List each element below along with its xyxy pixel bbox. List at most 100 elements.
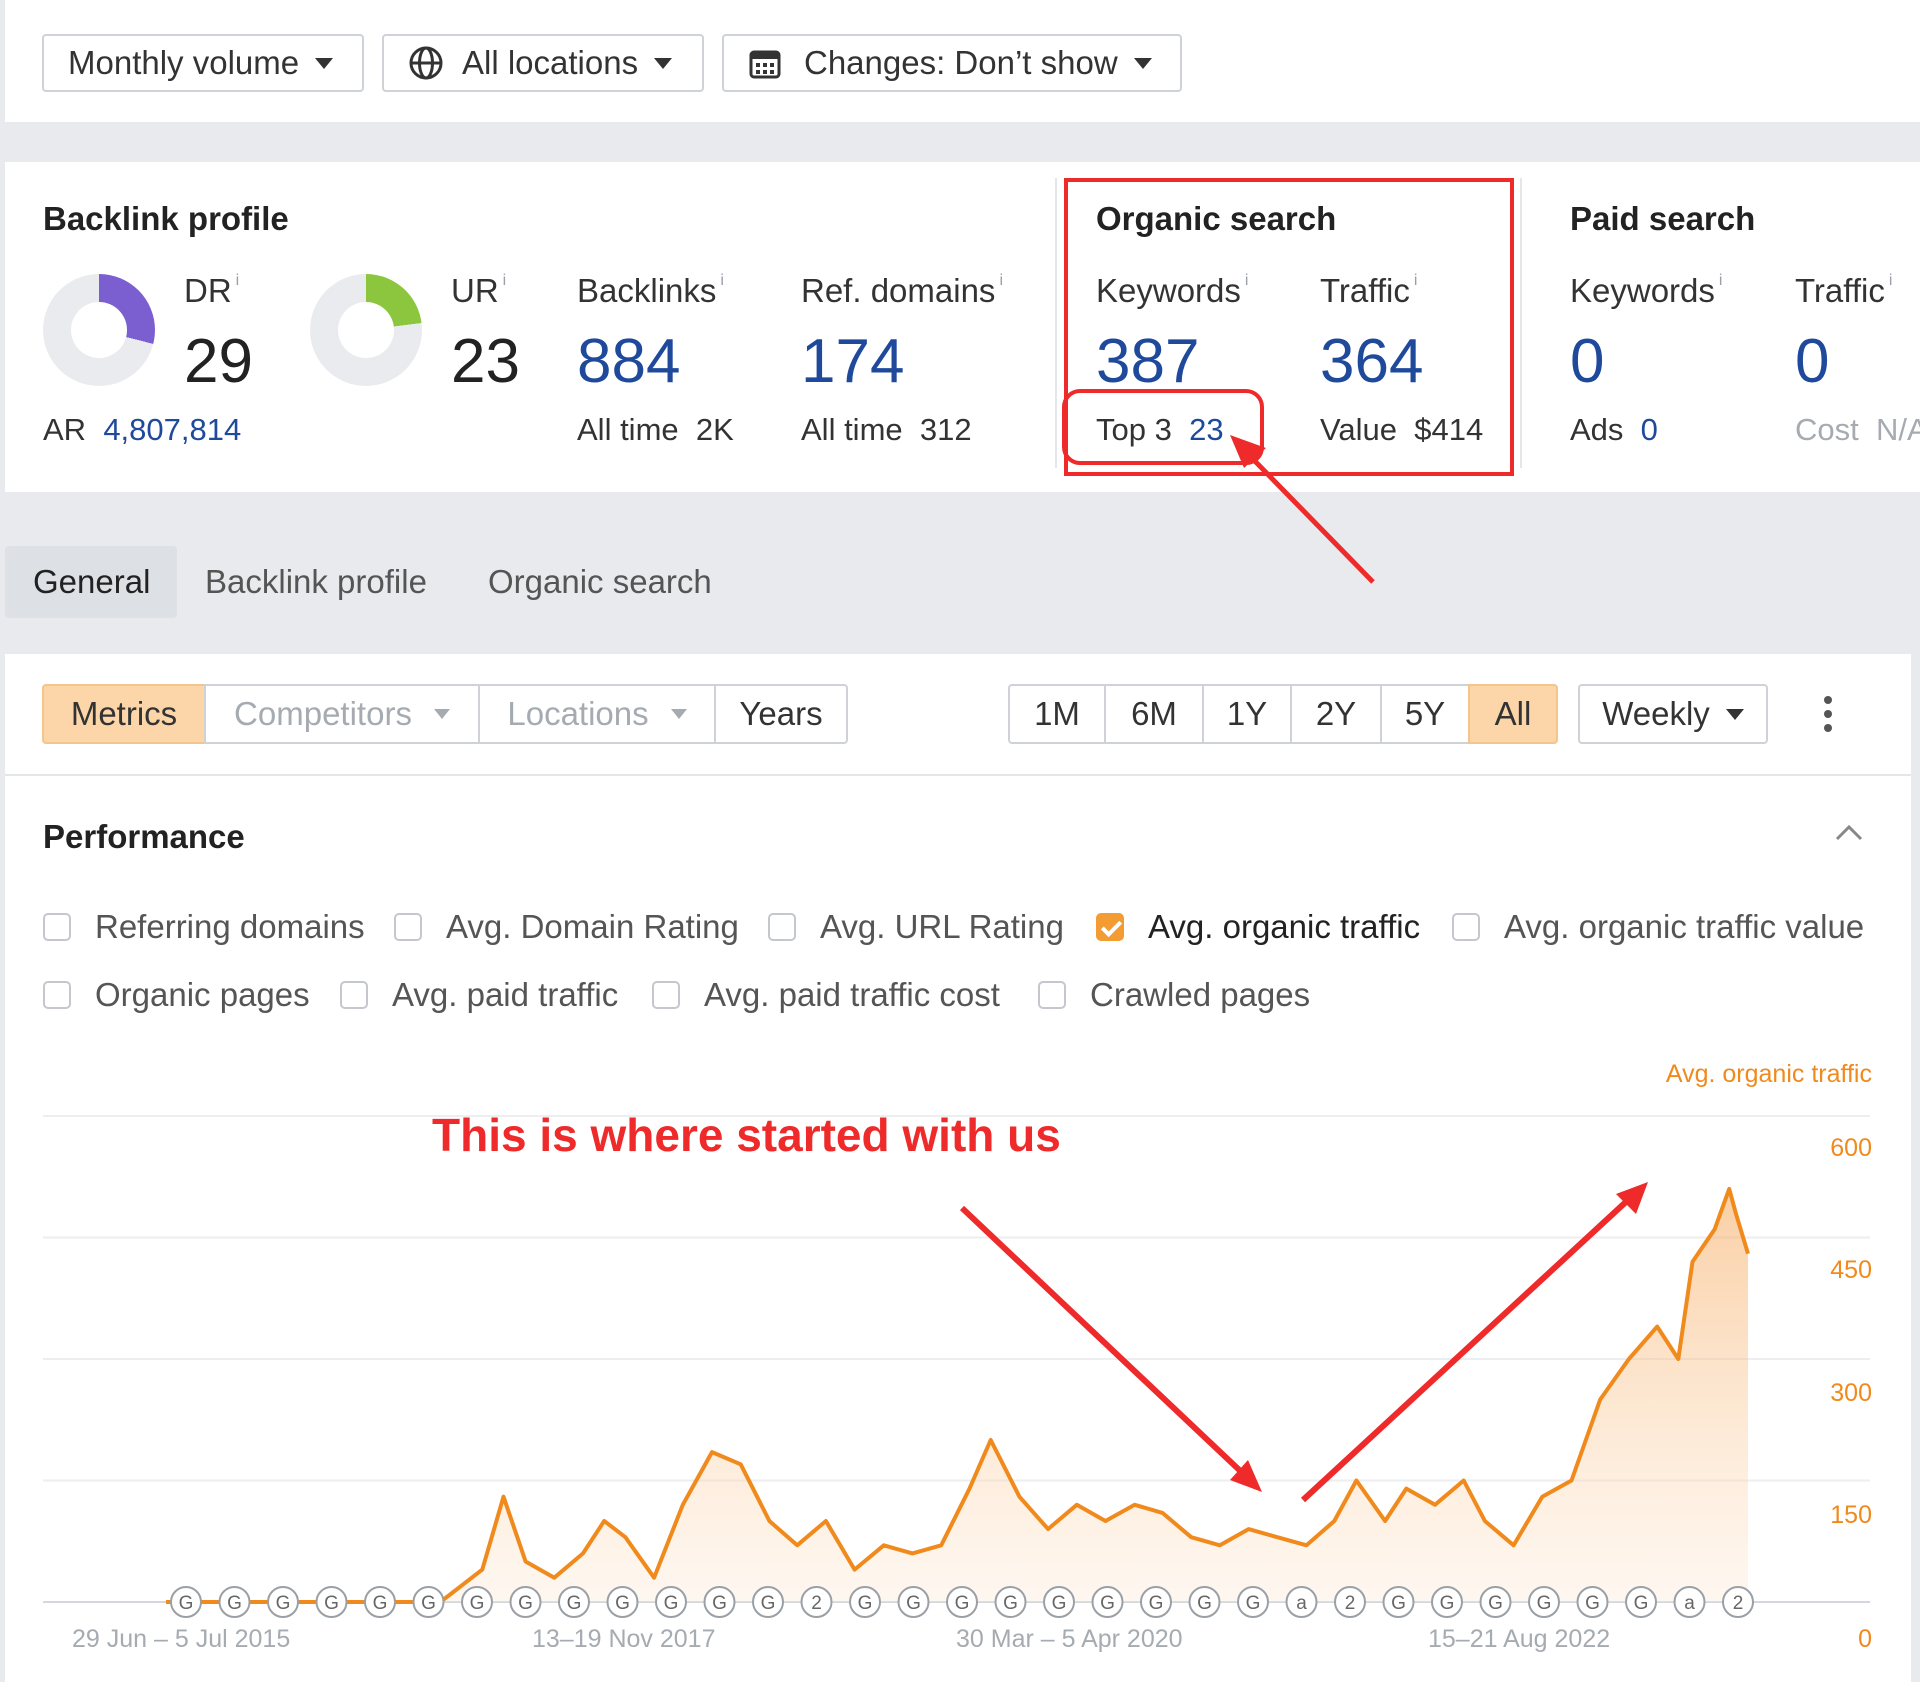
svg-text:G: G	[276, 1593, 291, 1614]
checkbox[interactable]	[394, 913, 422, 941]
google-update-marker[interactable]: G	[558, 1586, 590, 1618]
tab-organic-search[interactable]: Organic search	[488, 563, 712, 600]
organic-traffic-value[interactable]: 364	[1320, 327, 1424, 396]
google-update-marker[interactable]: G	[1188, 1586, 1221, 1618]
google-update-marker[interactable]: G	[170, 1586, 202, 1618]
svg-text:G: G	[373, 1593, 388, 1614]
refdomains-alltime: All time 312	[801, 412, 972, 447]
backlinks-value[interactable]: 884	[577, 327, 681, 396]
years-button[interactable]: Years	[714, 684, 848, 744]
chevron-down-icon	[1133, 57, 1152, 69]
svg-text:G: G	[1488, 1593, 1503, 1614]
checkbox-referring-domains[interactable]: Referring domains	[43, 908, 365, 946]
google-update-marker[interactable]: G	[946, 1586, 978, 1618]
checkbox[interactable]	[1452, 913, 1480, 941]
google-update-marker[interactable]: G	[1576, 1586, 1609, 1618]
refdomains-label: Ref. domains i	[801, 272, 1003, 309]
google-update-marker[interactable]: G	[509, 1586, 542, 1618]
range-6m-button[interactable]: 6M	[1104, 684, 1204, 744]
interval-dropdown[interactable]: Weekly	[1578, 684, 1768, 744]
google-update-marker[interactable]: G	[1528, 1586, 1560, 1618]
refdomains-value[interactable]: 174	[801, 327, 905, 396]
range-2y-button[interactable]: 2Y	[1290, 684, 1382, 744]
range-5y-button[interactable]: 5Y	[1380, 684, 1470, 744]
google-update-marker[interactable]: G	[1140, 1586, 1172, 1618]
svg-text:G: G	[1391, 1593, 1406, 1614]
checkbox[interactable]	[1038, 981, 1066, 1009]
tab-backlink-profile[interactable]: Backlink profile	[205, 563, 427, 600]
more-options-icon[interactable]	[1818, 694, 1838, 734]
checkbox-avg-domain-rating[interactable]: Avg. Domain Rating	[394, 908, 739, 946]
top3-link[interactable]: 23	[1189, 412, 1224, 447]
google-update-marker[interactable]: G	[1382, 1586, 1415, 1618]
google-update-marker[interactable]: G	[994, 1586, 1027, 1618]
google-update-marker[interactable]: G	[703, 1586, 736, 1618]
google-update-marker[interactable]: a	[1285, 1586, 1318, 1618]
checkbox[interactable]	[768, 913, 796, 941]
tab-general[interactable]: General	[5, 546, 177, 618]
chevron-down-icon	[654, 57, 673, 69]
google-update-marker[interactable]: G	[461, 1586, 493, 1618]
google-update-marker[interactable]: 2	[800, 1586, 833, 1618]
google-update-marker[interactable]: 2	[1722, 1586, 1754, 1618]
google-update-marker[interactable]: G	[364, 1586, 396, 1618]
checkbox[interactable]	[43, 913, 71, 941]
backlinks-alltime: All time 2K	[577, 412, 734, 447]
svg-text:G: G	[1197, 1593, 1212, 1614]
google-update-marker[interactable]: a	[1673, 1586, 1706, 1618]
x-tick-label: 29 Jun – 5 Jul 2015	[72, 1625, 291, 1653]
svg-text:2: 2	[1345, 1593, 1356, 1614]
paid-keywords-value[interactable]: 0	[1570, 327, 1605, 396]
paid-traffic-value[interactable]: 0	[1795, 327, 1830, 396]
annotation-arrow	[1230, 435, 1375, 584]
google-update-marker[interactable]: G	[1625, 1586, 1657, 1618]
locations-dropdown[interactable]: All locations	[382, 34, 704, 92]
google-update-marker[interactable]: G	[267, 1586, 299, 1618]
checkbox-organic-pages[interactable]: Organic pages	[43, 976, 310, 1014]
google-update-marker[interactable]: G	[1237, 1586, 1269, 1618]
checkbox-avg-organic-traffic-value[interactable]: Avg. organic traffic value	[1452, 908, 1864, 946]
range-1y-button[interactable]: 1Y	[1202, 684, 1292, 744]
google-update-marker[interactable]: G	[897, 1586, 930, 1618]
checkbox-crawled-pages[interactable]: Crawled pages	[1038, 976, 1310, 1014]
locations-toolbar-dropdown[interactable]: Locations	[478, 684, 716, 744]
google-update-marker[interactable]: G	[1043, 1586, 1075, 1618]
google-update-marker[interactable]: G	[1479, 1586, 1512, 1618]
chevron-down-icon	[1725, 708, 1744, 720]
google-update-marker[interactable]: G	[1431, 1586, 1463, 1618]
metrics-button[interactable]: Metrics	[42, 684, 206, 744]
changes-dropdown[interactable]: Changes: Don’t show	[722, 34, 1182, 92]
range-1m-button[interactable]: 1M	[1008, 684, 1106, 744]
svg-text:G: G	[1052, 1593, 1067, 1614]
checkbox-avg-organic-traffic[interactable]: Avg. organic traffic	[1096, 908, 1420, 946]
arrow-up	[1300, 1197, 1631, 1503]
checkbox[interactable]	[340, 981, 368, 1009]
checkbox-avg-paid-traffic[interactable]: Avg. paid traffic	[340, 976, 618, 1014]
checkbox[interactable]	[43, 981, 71, 1009]
dr-label: DR i	[184, 272, 240, 309]
google-update-marker[interactable]: G	[606, 1586, 639, 1618]
volume-dropdown[interactable]: Monthly volume	[42, 34, 364, 92]
ar-link[interactable]: 4,807,814	[103, 412, 242, 447]
google-update-marker[interactable]: G	[412, 1586, 445, 1618]
svg-text:G: G	[712, 1593, 727, 1614]
svg-text:G: G	[1585, 1593, 1600, 1614]
chevron-up-icon[interactable]	[1834, 822, 1864, 842]
y-tick-label: 0	[1858, 1625, 1872, 1653]
checkbox-avg-url-rating[interactable]: Avg. URL Rating	[768, 908, 1064, 946]
checkbox-checked[interactable]	[1096, 913, 1124, 941]
google-update-marker[interactable]: G	[1091, 1586, 1124, 1618]
google-update-marker[interactable]: G	[655, 1586, 687, 1618]
google-update-marker[interactable]: G	[849, 1586, 881, 1618]
checkbox[interactable]	[652, 981, 680, 1009]
organic-keywords-value[interactable]: 387	[1096, 327, 1200, 396]
google-update-marker[interactable]: G	[752, 1586, 784, 1618]
competitors-dropdown[interactable]: Competitors	[204, 684, 480, 744]
backlinks-label: Backlinks i	[577, 272, 724, 309]
range-all-button[interactable]: All	[1468, 684, 1558, 744]
checkbox-avg-paid-traffic-cost[interactable]: Avg. paid traffic cost	[652, 976, 1000, 1014]
google-update-marker[interactable]: G	[218, 1586, 251, 1618]
google-update-marker[interactable]: G	[315, 1586, 348, 1618]
cost-stat: Cost N/A	[1795, 412, 1920, 447]
google-update-marker[interactable]: 2	[1334, 1586, 1366, 1618]
